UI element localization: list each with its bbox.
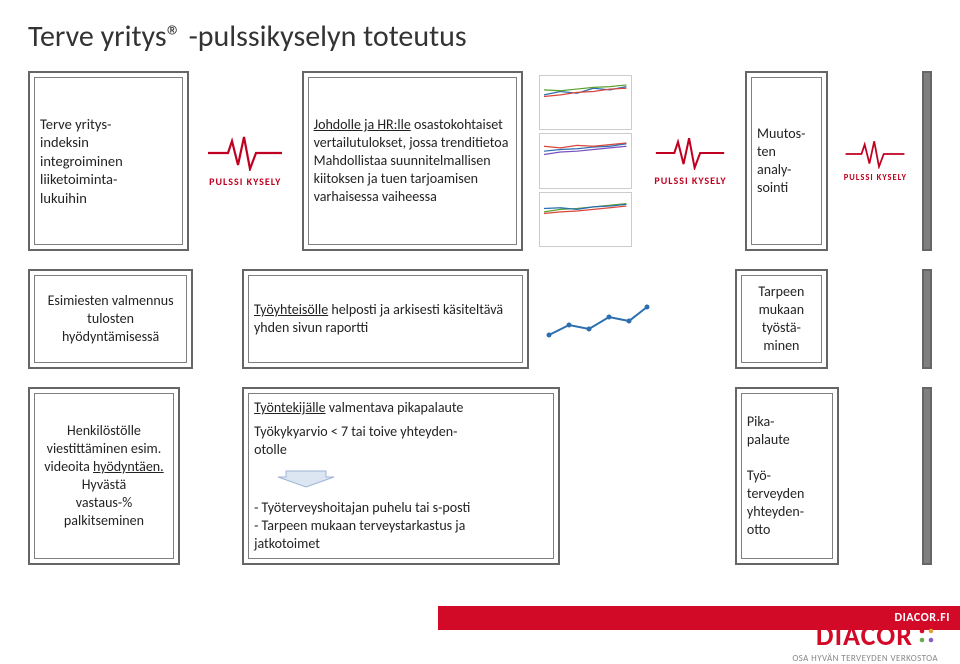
r2-strip: [922, 269, 932, 369]
r3-mid-line1: Työntekijälle valmentava pikapalaute: [254, 399, 548, 417]
r2-mid-box: Työyhteisölle helposti ja arkisesti käsi…: [242, 269, 529, 369]
down-arrow-icon: [276, 469, 336, 489]
heartbeat-icon: [654, 136, 726, 170]
pulssi-logo-label: PULSSI KYSELY: [209, 175, 281, 188]
r3-left-text: Henkilöstölle viestittäminen esim. video…: [40, 422, 168, 529]
footer: DIACOR.FI DIACOR OSA HYVÄN TERVEYDEN VER…: [0, 618, 960, 664]
r2-right-text: Tarpeen mukaan työstä- minen: [747, 283, 816, 355]
r3-mid-line2: Työkykyarvio < 7 tai toive yhteyden- oto…: [254, 423, 548, 459]
r2-left-box: Esimiesten valmennus tulosten hyödyntämi…: [28, 269, 193, 369]
r2-mini-line: [541, 269, 654, 369]
r3-mid-box: Työntekijälle valmentava pikapalaute Työ…: [242, 387, 560, 565]
pulssi-logo-3: PULSSI KYSELY: [840, 71, 910, 251]
page-title: Terve yritys® -pulssikyselyn toteutus: [28, 18, 932, 55]
r3-mid-line3: - Työterveyshoitajan puhelu tai s-posti …: [254, 499, 548, 553]
r1-left-text: Terve yritys- indeksin integroiminen lii…: [40, 115, 177, 208]
brand-tagline: OSA HYVÄN TERVEYDEN VERKOSTOA: [792, 653, 938, 664]
r2-right-box: Tarpeen mukaan työstä- minen: [735, 269, 828, 369]
heartbeat-icon: [844, 139, 906, 169]
r3-right-text: Pika- palaute Työ- terveyden yhteyden- o…: [747, 413, 827, 538]
brand-word: DIACOR: [792, 618, 938, 653]
r1-right-text: Muutos- ten analy- sointi: [757, 125, 816, 197]
r1-mid-box: Johdolle ja HR:lle osastokohtaiset verta…: [302, 71, 524, 251]
r1-right-box: Muutos- ten analy- sointi: [745, 71, 828, 251]
r1-left-box: Terve yritys- indeksin integroiminen lii…: [28, 71, 189, 251]
row-2: Esimiesten valmennus tulosten hyödyntämi…: [28, 269, 932, 369]
pulssi-logo-label: PULSSI KYSELY: [844, 173, 907, 183]
r1-mid-text: Johdolle ja HR:lle osastokohtaiset verta…: [314, 116, 512, 206]
row-1: Terve yritys- indeksin integroiminen lii…: [28, 71, 932, 251]
pulssi-logo-1: PULSSI KYSELY: [201, 71, 290, 251]
r1-strip: [922, 71, 932, 251]
r2-left-text: Esimiesten valmennus tulosten hyödyntämi…: [40, 292, 181, 346]
r3-strip: [922, 387, 932, 565]
r3-right-box: Pika- palaute Työ- terveyden yhteyden- o…: [735, 387, 839, 565]
row-3: Henkilöstölle viestittäminen esim. video…: [28, 387, 932, 565]
heartbeat-icon: [206, 135, 284, 171]
r2-mid-text: Työyhteisölle helposti ja arkisesti käsi…: [254, 301, 517, 337]
mini-trend-chart: [535, 71, 635, 251]
diagram-grid: Terve yritys- indeksin integroiminen lii…: [28, 71, 932, 565]
pulssi-logo-label: PULSSI KYSELY: [654, 174, 726, 187]
pulssi-logo-2: PULSSI KYSELY: [648, 71, 733, 251]
footer-brand: DIACOR OSA HYVÄN TERVEYDEN VERKOSTOA: [792, 618, 938, 664]
brand-dots-icon: [916, 625, 938, 647]
r3-left-box: Henkilöstölle viestittäminen esim. video…: [28, 387, 180, 565]
